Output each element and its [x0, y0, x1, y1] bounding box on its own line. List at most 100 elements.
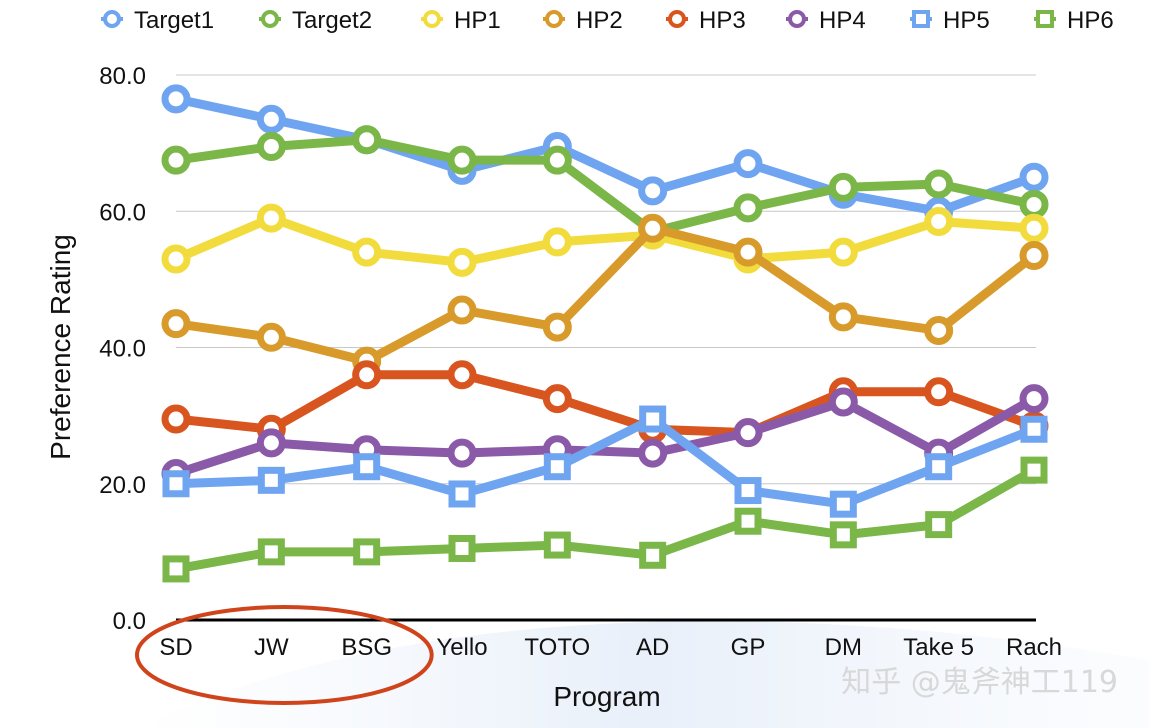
- data-point-hp6-ad: [639, 541, 667, 569]
- data-point-hp4-dm: [828, 387, 858, 417]
- y-axis: 0.0 20.0 40.0 60.0 80.0: [99, 63, 146, 635]
- legend-marker-hp1: [423, 10, 441, 28]
- legend-marker-hp6: [1036, 10, 1054, 28]
- data-point-hp5-jw: [257, 466, 285, 494]
- x-tick-label-ad: AD: [636, 634, 669, 661]
- data-point-target2-bsg: [352, 125, 382, 155]
- y-tick-label: 60.0: [99, 199, 146, 226]
- legend-item-hp6: HP6: [1034, 7, 1114, 34]
- data-point-hp4-jw: [256, 428, 286, 458]
- background-decoration: [140, 621, 1149, 728]
- legend-marker-hp2: [545, 10, 563, 28]
- series-line-target1: [171, 94, 1039, 216]
- y-axis-title: Preference Rating: [45, 234, 76, 460]
- data-point-hp5-rach: [1020, 415, 1048, 443]
- data-point-hp5-toto: [543, 453, 571, 481]
- y-tick-label: 20.0: [99, 472, 146, 499]
- series-hp2: [161, 213, 1049, 376]
- data-point-hp6-take-5: [925, 511, 953, 539]
- x-axis-title: Program: [553, 681, 660, 712]
- series-group: [161, 84, 1049, 583]
- data-point-hp6-gp: [734, 507, 762, 535]
- data-point-hp2-take-5: [924, 315, 954, 345]
- data-point-hp2-ad: [638, 213, 668, 243]
- legend-label-hp2: HP2: [576, 7, 623, 34]
- data-point-hp6-toto: [543, 531, 571, 559]
- data-point-hp5-dm: [829, 490, 857, 518]
- x-tick-label-toto: TOTO: [524, 634, 590, 661]
- data-point-hp6-bsg: [353, 538, 381, 566]
- series-hp4: [161, 384, 1049, 489]
- data-point-hp1-dm: [828, 237, 858, 267]
- series-hp5: [162, 405, 1048, 518]
- legend-item-target1: Target1: [101, 7, 214, 34]
- data-point-target2-toto: [542, 145, 572, 175]
- legend-marker-target1: [103, 10, 121, 28]
- data-point-hp6-sd: [162, 555, 190, 583]
- data-point-hp5-take-5: [925, 453, 953, 481]
- highlight-ellipse: [135, 605, 434, 705]
- data-point-target2-rach: [1019, 189, 1049, 219]
- legend-item-hp5: HP5: [910, 7, 990, 34]
- series-line-hp3: [171, 370, 1039, 438]
- data-point-hp2-gp: [733, 237, 763, 267]
- series-hp3: [161, 360, 1049, 448]
- legend-marker-hp3: [668, 10, 686, 28]
- series-line-hp1: [171, 213, 1039, 267]
- legend-marker-target2: [261, 10, 279, 28]
- data-point-hp4-gp: [733, 418, 763, 448]
- data-point-hp2-yello: [447, 295, 477, 325]
- data-point-hp5-bsg: [353, 453, 381, 481]
- series-hp6: [162, 456, 1048, 583]
- x-axis: SD JW BSG Yello TOTO AD GP DM Take 5 Rach: [159, 618, 1062, 661]
- data-point-hp4-rach: [1019, 384, 1049, 414]
- data-point-hp3-sd: [161, 404, 191, 434]
- series-line-hp6: [171, 465, 1039, 574]
- legend-label-hp1: HP1: [454, 7, 501, 34]
- data-point-target1-sd: [161, 84, 191, 114]
- data-point-hp3-yello: [447, 360, 477, 390]
- data-point-hp3-toto: [542, 384, 572, 414]
- legend-label-target1: Target1: [134, 7, 214, 34]
- data-point-target1-rach: [1019, 162, 1049, 192]
- series-hp1: [161, 203, 1049, 277]
- x-tick-label-yello: Yello: [436, 634, 487, 661]
- data-point-hp1-take-5: [924, 206, 954, 236]
- data-point-hp2-rach: [1019, 241, 1049, 271]
- legend-marker-hp5: [912, 10, 930, 28]
- legend-label-hp3: HP3: [699, 7, 746, 34]
- data-point-hp2-toto: [542, 312, 572, 342]
- data-point-target2-jw: [256, 132, 286, 162]
- data-point-hp3-bsg: [352, 360, 382, 390]
- data-point-hp5-sd: [162, 470, 190, 498]
- data-point-hp6-rach: [1020, 456, 1048, 484]
- data-point-target1-jw: [256, 104, 286, 134]
- data-point-hp1-jw: [256, 203, 286, 233]
- watermark-text: 知乎 @鬼斧神工119: [841, 665, 1118, 700]
- legend-label-hp6: HP6: [1067, 7, 1114, 34]
- x-tick-label-dm: DM: [825, 634, 862, 661]
- x-tick-label-bsg: BSG: [341, 634, 392, 661]
- legend-label-hp5: HP5: [943, 7, 990, 34]
- data-point-hp6-jw: [257, 538, 285, 566]
- data-point-hp1-yello: [447, 247, 477, 277]
- x-tick-label-jw: JW: [254, 634, 289, 661]
- data-point-hp5-gp: [734, 477, 762, 505]
- data-point-hp1-toto: [542, 227, 572, 257]
- legend-item-target2: Target2: [259, 7, 372, 34]
- x-tick-label-gp: GP: [731, 634, 766, 661]
- series-line-hp4: [171, 394, 1039, 479]
- data-point-hp2-dm: [828, 302, 858, 332]
- data-point-hp6-yello: [448, 534, 476, 562]
- series-target1: [161, 84, 1049, 226]
- data-point-hp2-sd: [161, 309, 191, 339]
- legend: Target1 Target2 HP1 HP2 HP3 HP4 HP5 HP6: [101, 7, 1114, 34]
- data-point-hp1-bsg: [352, 237, 382, 267]
- data-point-target2-take-5: [924, 169, 954, 199]
- data-point-target2-gp: [733, 193, 763, 223]
- data-point-hp1-rach: [1019, 213, 1049, 243]
- legend-item-hp4: HP4: [786, 7, 866, 34]
- data-point-target2-sd: [161, 145, 191, 175]
- data-point-hp4-yello: [447, 438, 477, 468]
